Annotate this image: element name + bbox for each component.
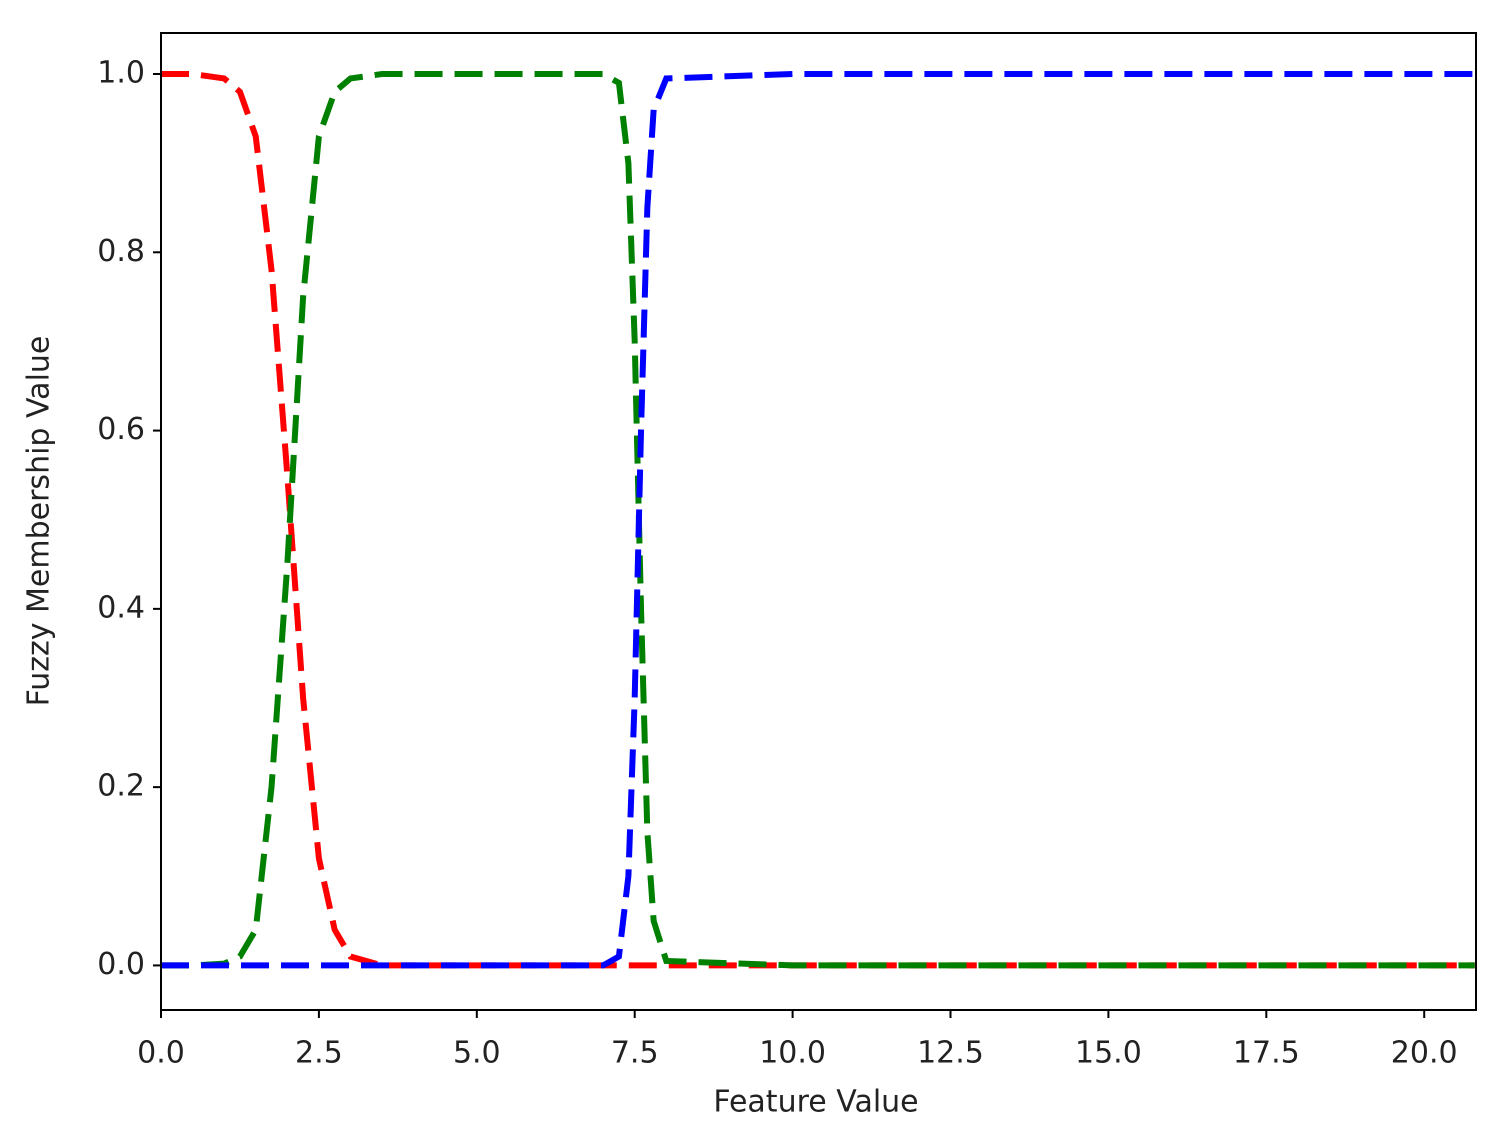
x-axis-label: Feature Value bbox=[713, 1085, 918, 1120]
y-tick-label: 0.2 bbox=[97, 769, 145, 804]
y-tick-label: 0.4 bbox=[97, 590, 145, 625]
x-tick-label: 0.0 bbox=[137, 1036, 185, 1071]
series-line bbox=[161, 71, 1475, 969]
x-tick-label: 12.5 bbox=[917, 1036, 984, 1071]
y-tick-label: 0.8 bbox=[97, 234, 145, 269]
x-tick-label: 17.5 bbox=[1233, 1036, 1300, 1071]
x-tick-label: 10.0 bbox=[759, 1036, 826, 1071]
x-tick-label: 15.0 bbox=[1075, 1036, 1142, 1071]
series-line bbox=[161, 71, 1475, 969]
x-tick-label: 5.0 bbox=[453, 1036, 501, 1071]
plot-frame bbox=[160, 32, 1477, 1011]
y-axis-label: Fuzzy Membership Value bbox=[22, 336, 57, 707]
x-tick-label: 20.0 bbox=[1391, 1036, 1458, 1071]
series-line bbox=[161, 71, 1475, 969]
y-tick-label: 1.0 bbox=[97, 56, 145, 91]
x-tick-label: 7.5 bbox=[611, 1036, 659, 1071]
x-tick-label: 2.5 bbox=[295, 1036, 343, 1071]
y-tick-label: 0.6 bbox=[97, 412, 145, 447]
y-tick-label: 0.0 bbox=[97, 947, 145, 982]
